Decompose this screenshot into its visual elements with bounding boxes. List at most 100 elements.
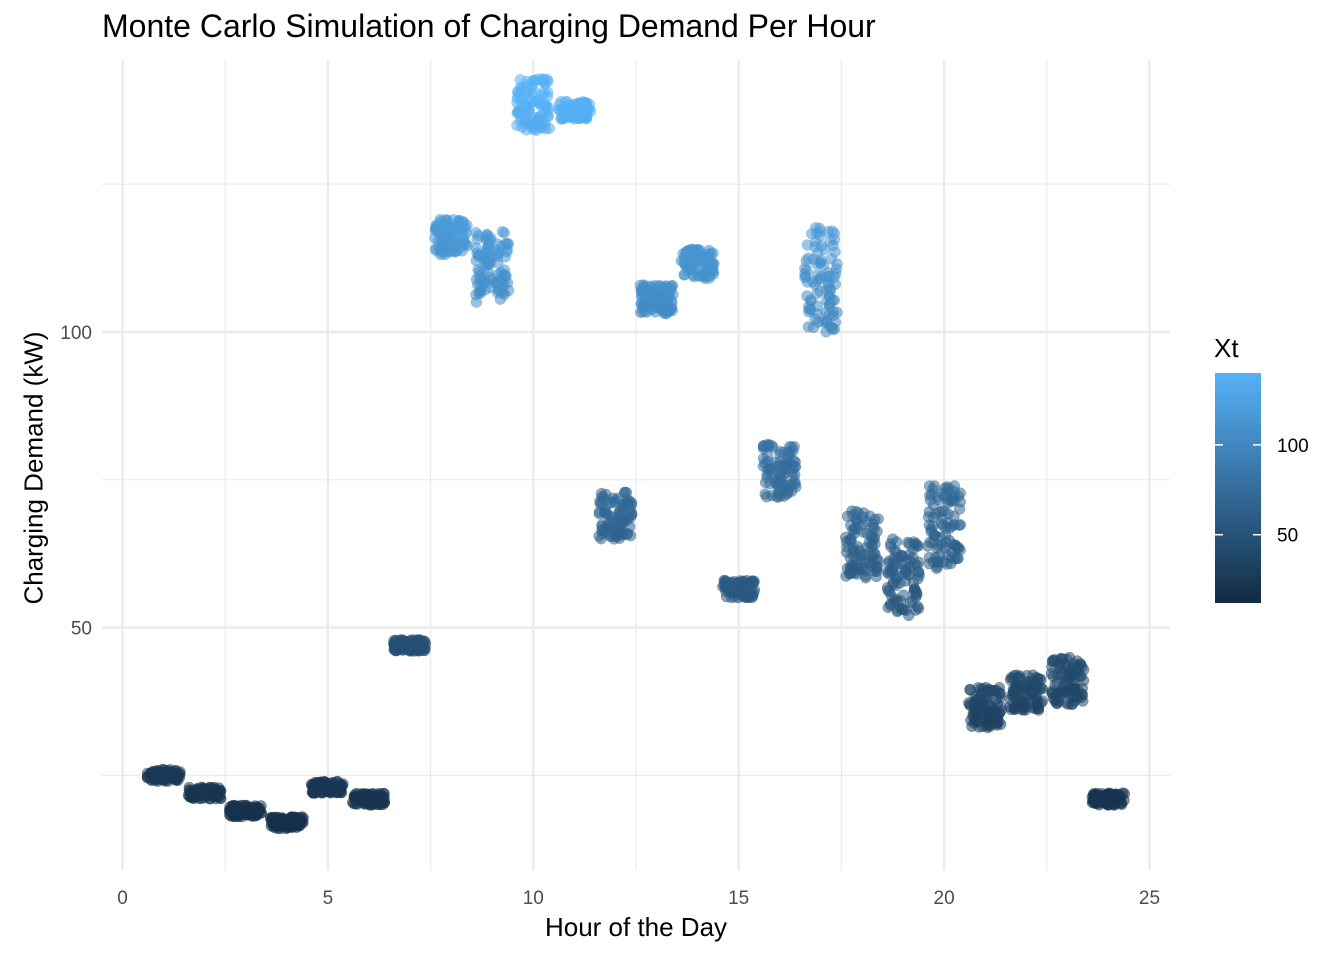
- data-point: [534, 93, 547, 106]
- data-point: [638, 306, 651, 318]
- data-point: [938, 505, 950, 517]
- data-point: [703, 270, 716, 282]
- data-point: [827, 305, 840, 318]
- data-point: [518, 85, 530, 97]
- data-point: [945, 495, 957, 507]
- data-point: [932, 556, 944, 569]
- colorbar-tick-label: 100: [1277, 436, 1309, 457]
- data-point: [811, 269, 823, 281]
- data-point: [210, 788, 223, 800]
- data-point: [844, 567, 856, 579]
- data-point: [1048, 654, 1061, 666]
- data-point: [975, 683, 987, 695]
- data-point: [454, 220, 466, 232]
- colorbar: [1215, 373, 1261, 603]
- data-point: [149, 773, 162, 785]
- data-point: [952, 542, 965, 554]
- data-point: [923, 519, 935, 531]
- data-point: [1078, 664, 1090, 676]
- data-point: [757, 460, 770, 472]
- data-point: [600, 506, 612, 518]
- x-tick-label: 25: [1139, 888, 1160, 909]
- data-point: [884, 538, 897, 550]
- data-point: [521, 114, 533, 127]
- x-tick-label: 20: [934, 888, 955, 909]
- data-point: [413, 634, 425, 647]
- data-point: [185, 791, 197, 803]
- data-point: [852, 507, 865, 519]
- data-point: [1029, 681, 1041, 693]
- data-point: [1088, 793, 1100, 805]
- data-point: [556, 113, 568, 125]
- data-point: [514, 74, 526, 86]
- data-point: [403, 645, 416, 657]
- data-point: [454, 236, 466, 249]
- data-point: [1100, 789, 1112, 801]
- data-point: [361, 788, 373, 800]
- data-point: [245, 809, 257, 822]
- data-point: [848, 527, 860, 540]
- x-tick-label: 10: [523, 888, 544, 909]
- data-point: [868, 547, 880, 559]
- data-point: [653, 280, 666, 292]
- data-point: [826, 323, 839, 335]
- data-point: [913, 566, 925, 578]
- data-point: [288, 818, 300, 830]
- data-point: [331, 775, 343, 788]
- x-tick-label: 0: [117, 888, 128, 909]
- data-point: [1014, 670, 1026, 682]
- data-point: [625, 498, 638, 511]
- data-point: [820, 283, 832, 296]
- data-point: [951, 552, 963, 565]
- x-axis-label: Hour of the Day: [544, 912, 728, 942]
- data-point: [173, 768, 185, 781]
- data-point: [1076, 682, 1088, 694]
- data-point: [866, 522, 879, 534]
- data-point: [826, 225, 838, 237]
- data-point: [814, 229, 826, 242]
- data-point: [1008, 691, 1020, 704]
- legend-title: Xt: [1214, 333, 1239, 363]
- data-point: [963, 697, 975, 709]
- data-point: [871, 560, 883, 573]
- data-point: [775, 464, 787, 477]
- data-point: [913, 556, 925, 568]
- data-point: [492, 250, 504, 262]
- data-point: [526, 80, 538, 92]
- data-point: [828, 294, 841, 306]
- data-point: [973, 716, 985, 728]
- data-point: [801, 276, 814, 288]
- data-point: [1020, 689, 1033, 701]
- y-tick-label: 100: [60, 323, 92, 344]
- data-point: [937, 520, 949, 532]
- data-point: [948, 510, 960, 522]
- data-point: [693, 256, 706, 268]
- grid-lines: [102, 60, 1170, 870]
- data-point: [1061, 660, 1073, 673]
- data-point: [437, 240, 449, 252]
- data-point: [906, 595, 918, 607]
- data-point: [848, 551, 860, 563]
- data-point: [829, 246, 841, 258]
- data-point: [747, 590, 759, 602]
- x-tick-label: 5: [323, 888, 334, 909]
- data-point: [492, 284, 505, 296]
- data-point: [571, 100, 583, 112]
- data-point: [542, 105, 554, 117]
- data-point: [495, 266, 507, 279]
- data-point: [638, 280, 651, 292]
- data-point: [852, 562, 865, 575]
- data-point: [273, 817, 285, 829]
- data-point: [928, 480, 941, 492]
- data-point: [802, 252, 814, 264]
- data-point: [860, 572, 872, 584]
- data-point: [984, 707, 996, 720]
- data-point: [314, 782, 326, 794]
- data-point: [927, 499, 940, 511]
- data-point: [809, 241, 821, 253]
- data-point: [984, 684, 996, 696]
- data-point: [559, 100, 571, 113]
- data-point: [472, 229, 484, 242]
- data-point: [887, 576, 899, 588]
